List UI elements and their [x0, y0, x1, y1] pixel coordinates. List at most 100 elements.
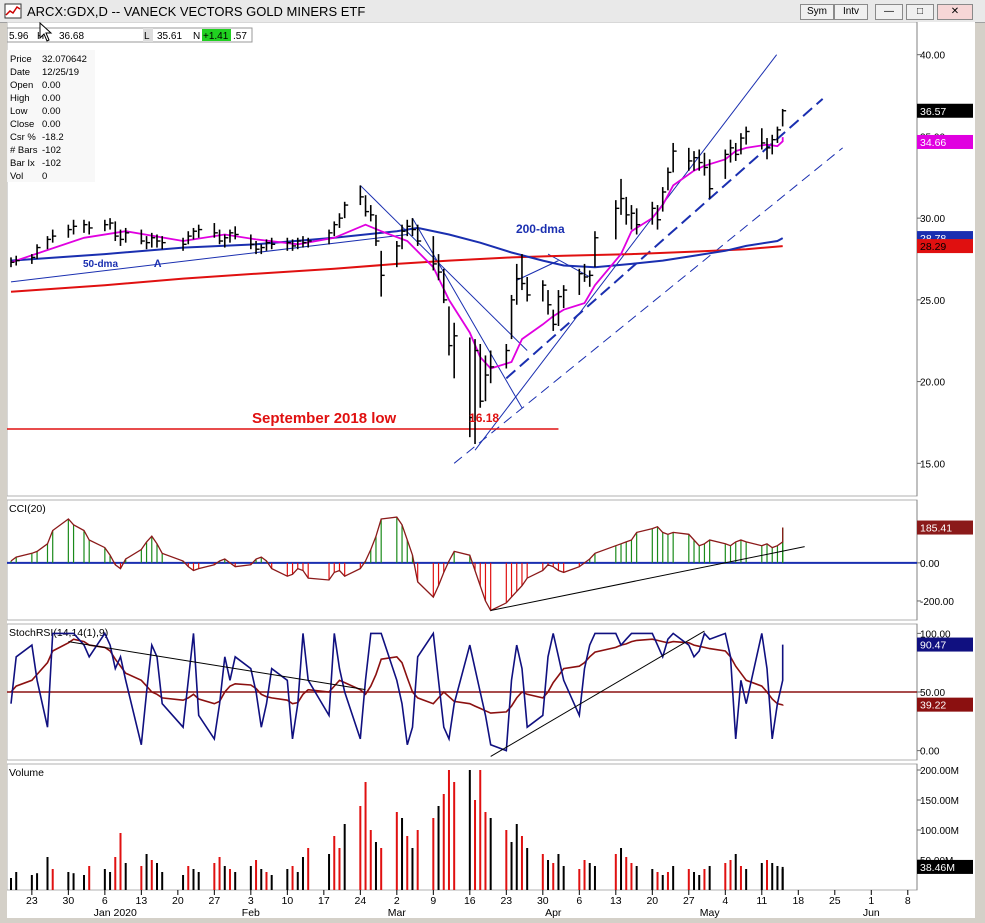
cci-trend-line — [490, 546, 805, 611]
minimize-icon[interactable]: — — [875, 4, 903, 20]
stoch-trend-line-1 — [68, 641, 366, 691]
x-tick-label: 27 — [683, 895, 695, 907]
stoch-fast-label: 90.47 — [920, 640, 946, 652]
ohlc-strip: 5.96 H 36.68 L 35.61 N +1.41 .57 — [6, 27, 253, 43]
volume-tick-label: 200.00M — [920, 766, 959, 777]
info-value: -102 — [42, 158, 61, 169]
close-icon[interactable]: ✕ — [937, 4, 973, 20]
x-tick-label: 20 — [172, 895, 184, 907]
x-tick-label: 8 — [905, 895, 911, 907]
price-last-label-bg — [917, 134, 973, 149]
x-tick-label: 25 — [829, 895, 841, 907]
x-tick-label: 2 — [394, 895, 400, 907]
price-last-label: 28.29 — [920, 241, 946, 253]
annotation-label: 16.18 — [469, 411, 499, 425]
x-month-label: Apr — [545, 907, 562, 918]
x-tick-label: 3 — [248, 895, 254, 907]
x-month-label: Mar — [388, 907, 407, 918]
info-label: Close — [10, 119, 34, 130]
cursor-icon — [39, 21, 53, 42]
annotation-label: September 2018 low — [252, 410, 397, 427]
stoch-tick-label: 50.00 — [920, 688, 945, 699]
x-tick-label: 11 — [756, 895, 767, 907]
x-tick-label: 30 — [63, 895, 75, 907]
price-last-label-bg — [917, 239, 973, 254]
downtrend-line — [359, 185, 528, 351]
sym-button[interactable]: Sym — [800, 4, 834, 20]
info-box: Price 32.070642 Date 12/25/19 Open 0.00 High 0.… — [7, 50, 95, 182]
volume-tick-label: 150.00M — [920, 796, 959, 807]
neck-line — [516, 260, 559, 281]
price-last-label-bg — [917, 103, 973, 118]
stoch-tick-label: 100.00 — [920, 629, 951, 640]
info-value: 0.00 — [42, 106, 61, 117]
info-value: 0.00 — [42, 93, 61, 104]
x-month-label: Jan 2020 — [94, 907, 137, 918]
volume-last-label: 38.46M — [920, 862, 955, 874]
cci-line — [10, 516, 784, 612]
stoch-fast-line — [10, 631, 784, 752]
volume-tick-label: 100.00M — [920, 826, 959, 837]
intv-button[interactable]: Intv — [834, 4, 868, 20]
cci-tick-label: 0.00 — [920, 559, 940, 570]
info-value: -18.2 — [42, 132, 64, 143]
x-tick-label: 6 — [102, 895, 108, 907]
cci-last-label: 185.41 — [920, 523, 952, 535]
stoch-slow-label: 39.22 — [920, 700, 946, 712]
cci-tick-label: -200.00 — [920, 597, 954, 608]
window-title: ARCX:GDX,D -- VANECK VECTORS GOLD MINERS… — [27, 4, 366, 19]
stoch-trend-line-2 — [490, 630, 705, 757]
info-label: Csr % — [10, 132, 36, 143]
x-tick-label: 17 — [318, 895, 330, 907]
volume-title: Volume — [9, 767, 44, 779]
stoch-tick-label: 0.00 — [920, 747, 940, 758]
x-tick-label: 23 — [26, 895, 38, 907]
info-label: # Bars — [10, 145, 38, 156]
chart-area[interactable]: 15.0020.0025.0030.0035.0040.00September … — [6, 21, 975, 919]
info-value: -102 — [42, 145, 61, 156]
info-value: 32.070642 — [42, 54, 87, 65]
info-label: Vol — [10, 171, 23, 182]
price-tick-label: 30.00 — [920, 214, 945, 225]
x-tick-label: 30 — [537, 895, 549, 907]
x-month-label: Jun — [863, 907, 880, 918]
price-last-label: 34.66 — [920, 137, 946, 149]
chart-svg: 15.0020.0025.0030.0035.0040.00September … — [6, 21, 975, 919]
price-tick-label: 20.00 — [920, 378, 945, 389]
ohlc-close-label: N — [193, 31, 200, 42]
x-month-label: May — [700, 907, 721, 918]
annotation-label: Λ — [154, 258, 162, 270]
stoch-slow-line — [10, 638, 784, 714]
x-tick-label: 24 — [354, 895, 366, 907]
annotation-label: 50-dma — [83, 259, 118, 270]
ohlc-low-label: L — [144, 31, 150, 42]
x-tick-label: 6 — [576, 895, 582, 907]
annotation-label: 200-dma — [516, 222, 565, 236]
maximize-icon[interactable]: □ — [906, 4, 934, 20]
crash-line — [412, 217, 523, 408]
price-tick-label: 40.00 — [920, 51, 945, 62]
app-icon — [4, 3, 22, 19]
x-tick-label: 4 — [722, 895, 728, 907]
x-tick-label: 10 — [281, 895, 293, 907]
info-label: High — [10, 93, 30, 104]
title-bar: ARCX:GDX,D -- VANECK VECTORS GOLD MINERS… — [0, 0, 985, 23]
ohlc-last: .57 — [233, 31, 247, 42]
x-month-label: Feb — [242, 907, 260, 918]
info-value: 0 — [42, 171, 47, 182]
x-tick-label: 9 — [430, 895, 436, 907]
ohlc-change: +1.41 — [203, 31, 229, 42]
info-value: 12/25/19 — [42, 67, 79, 78]
info-label: Open — [10, 80, 33, 91]
ohlc-first: 5.96 — [9, 31, 29, 42]
volume-last-label-bg — [917, 859, 973, 874]
info-label: Price — [10, 54, 32, 65]
x-tick-label: 27 — [208, 895, 220, 907]
info-label: Date — [10, 67, 30, 78]
x-tick-label: 1 — [868, 895, 874, 907]
info-label: Bar Ix — [10, 158, 35, 169]
x-tick-label: 13 — [136, 895, 148, 907]
price-tick-label: 15.00 — [920, 459, 945, 470]
cci-last-label-bg — [917, 520, 973, 535]
